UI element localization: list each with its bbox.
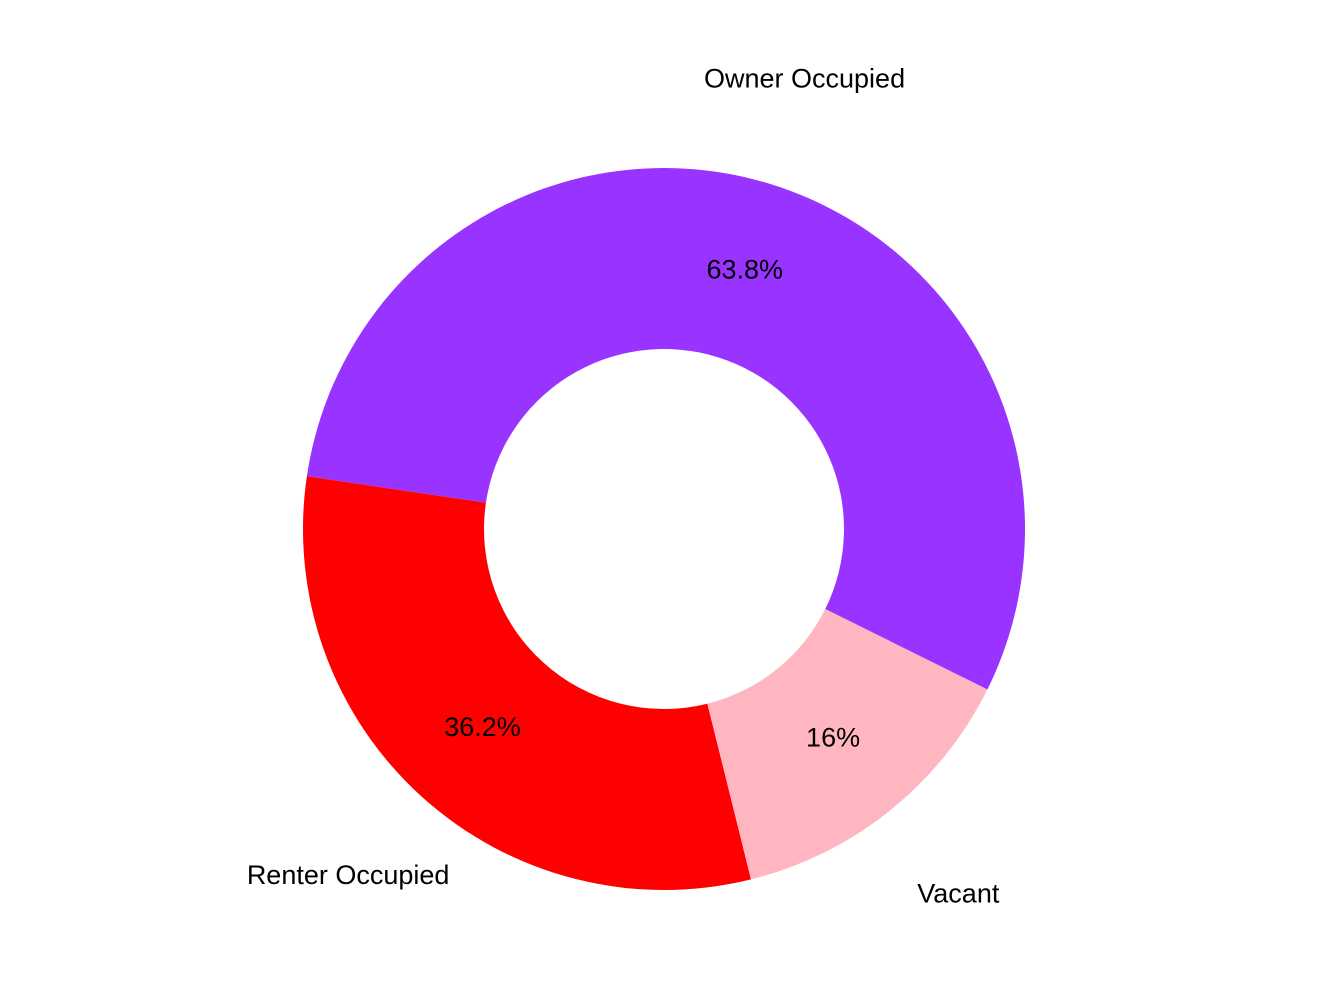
- category-label: Vacant: [917, 879, 1000, 909]
- value-label: 16%: [806, 723, 860, 753]
- donut-slice: [707, 609, 988, 880]
- value-label: 63.8%: [706, 254, 783, 284]
- donut-slice: [306, 167, 1025, 690]
- donut-slice: [303, 476, 751, 891]
- category-label: Renter Occupied: [247, 860, 450, 890]
- category-label: Owner Occupied: [704, 64, 905, 94]
- value-label: 36.2%: [444, 712, 521, 742]
